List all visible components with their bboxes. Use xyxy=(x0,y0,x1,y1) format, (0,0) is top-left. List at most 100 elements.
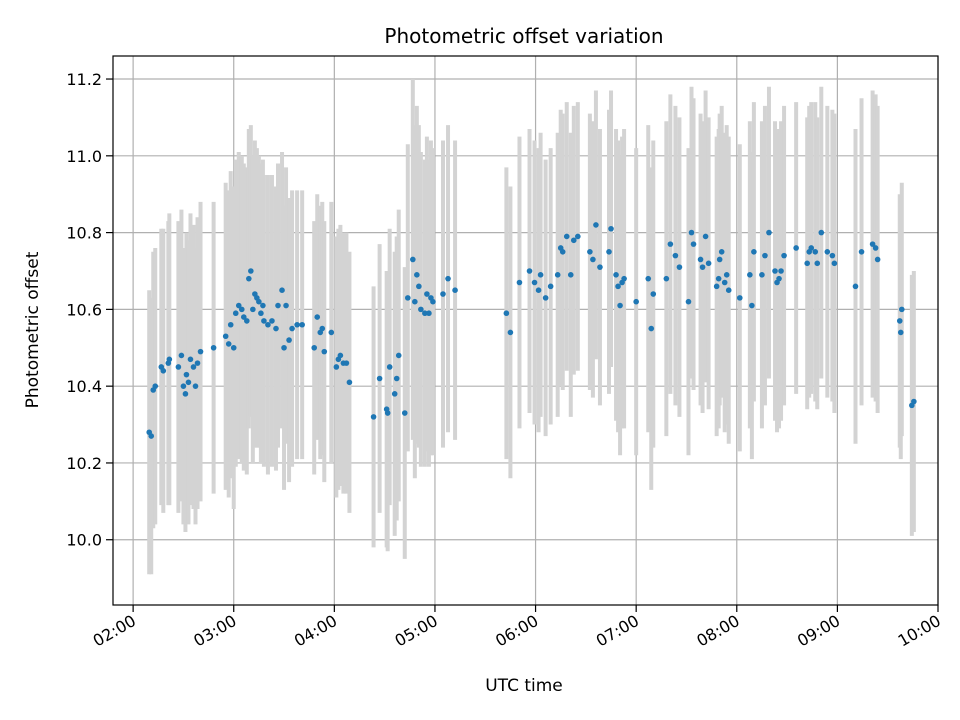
data-point xyxy=(688,229,695,236)
x-tick-label: 02:00 xyxy=(90,611,139,651)
data-point xyxy=(667,241,674,247)
data-point xyxy=(621,275,627,282)
data-point xyxy=(183,371,190,378)
data-point xyxy=(426,310,432,317)
data-point xyxy=(269,318,275,324)
data-point xyxy=(321,348,328,355)
data-point xyxy=(736,295,743,301)
data-point xyxy=(567,272,574,278)
data-point xyxy=(337,352,344,359)
data-point xyxy=(587,248,593,255)
data-point xyxy=(814,260,821,267)
y-tick-label: 10.8 xyxy=(66,224,102,243)
data-point xyxy=(672,252,679,259)
data-point xyxy=(699,264,706,270)
data-point xyxy=(762,252,768,259)
data-point xyxy=(240,314,247,320)
y-tick-label: 10.0 xyxy=(66,531,102,550)
data-point xyxy=(723,272,730,278)
data-point xyxy=(804,260,811,267)
data-point xyxy=(376,375,383,382)
data-point xyxy=(593,222,599,228)
data-point xyxy=(718,248,725,255)
data-point xyxy=(685,298,692,305)
data-point xyxy=(235,302,242,309)
data-point xyxy=(608,225,614,232)
data-point xyxy=(416,283,422,290)
data-point xyxy=(824,248,831,255)
data-point xyxy=(663,275,670,282)
data-point xyxy=(808,245,815,251)
data-point xyxy=(503,310,510,317)
data-point xyxy=(507,329,514,336)
data-point xyxy=(563,233,570,240)
data-point xyxy=(185,379,192,386)
data-point xyxy=(370,414,377,420)
data-point xyxy=(896,318,903,324)
y-tick-label: 11.2 xyxy=(66,70,102,89)
data-point xyxy=(148,433,155,439)
data-point xyxy=(537,272,544,278)
data-point xyxy=(690,241,697,247)
data-point xyxy=(869,241,876,247)
data-point xyxy=(410,256,416,263)
data-point xyxy=(333,364,340,370)
x-axis: 02:00 03:00 04:00 05:00 06:00 07:00 08:00 09:00… xyxy=(90,605,944,651)
data-point xyxy=(346,379,353,386)
data-point xyxy=(152,383,159,389)
data-point xyxy=(597,264,603,270)
data-point xyxy=(430,298,436,305)
error-bars xyxy=(147,79,916,575)
data-point xyxy=(265,321,271,328)
data-point xyxy=(246,275,252,282)
y-tick-label: 10.4 xyxy=(66,377,102,396)
data-point xyxy=(178,352,185,359)
data-point xyxy=(535,287,542,293)
data-point xyxy=(319,325,326,332)
data-point xyxy=(645,275,652,282)
data-point xyxy=(781,252,787,259)
data-point xyxy=(395,352,402,359)
data-point xyxy=(194,360,201,366)
data-point xyxy=(772,268,778,274)
y-tick-label: 10.6 xyxy=(66,300,102,319)
data-point xyxy=(180,383,187,389)
data-point xyxy=(175,364,182,370)
data-point xyxy=(311,344,318,351)
data-point xyxy=(606,248,612,255)
data-points xyxy=(146,222,917,439)
data-point xyxy=(547,283,554,290)
data-point xyxy=(343,360,350,366)
data-point xyxy=(766,229,772,236)
data-point xyxy=(531,279,538,286)
data-point xyxy=(648,325,655,332)
data-point xyxy=(227,321,234,328)
x-tick-label: 07:00 xyxy=(593,611,642,651)
data-point xyxy=(697,256,704,263)
data-point xyxy=(516,279,523,286)
data-point xyxy=(222,333,229,340)
data-point xyxy=(275,302,281,309)
y-axis: 10.0 10.2 10.4 10.6 10.8 11.0 11.2 xyxy=(66,70,113,550)
data-point xyxy=(256,298,262,305)
x-tick-label: 10:00 xyxy=(895,611,944,651)
data-point xyxy=(721,279,728,286)
data-point xyxy=(526,268,533,274)
data-point xyxy=(759,272,765,278)
data-point xyxy=(858,248,865,255)
data-point xyxy=(314,314,321,320)
x-tick-label: 06:00 xyxy=(492,611,541,651)
data-point xyxy=(279,287,285,293)
data-point xyxy=(258,310,264,317)
data-point xyxy=(384,410,391,416)
data-point xyxy=(250,306,256,313)
data-point xyxy=(702,233,709,240)
data-point xyxy=(554,272,561,278)
data-point xyxy=(225,341,232,347)
data-point xyxy=(273,325,279,332)
data-point xyxy=(776,275,782,282)
data-point xyxy=(829,252,836,259)
y-tick-label: 11.0 xyxy=(66,147,102,166)
data-point xyxy=(248,268,254,274)
